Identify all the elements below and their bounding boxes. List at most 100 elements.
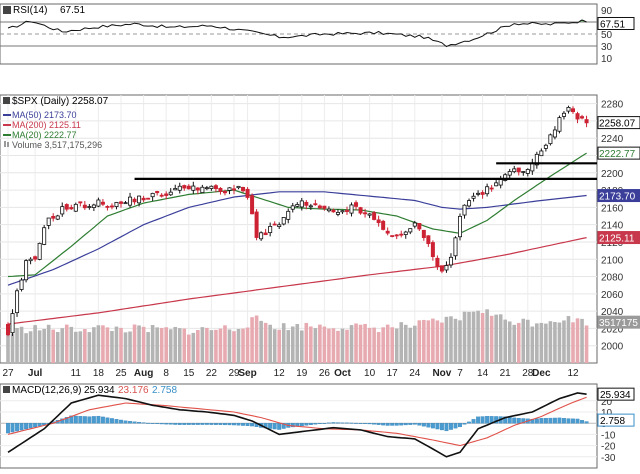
price-last-tag-box: [597, 116, 640, 130]
candle-body: [87, 206, 92, 208]
candle-body: [444, 265, 449, 271]
macd-histogram-bar: [430, 423, 435, 429]
volume-bar: [60, 328, 65, 363]
volume-bar: [92, 327, 96, 363]
volume-bar: [110, 330, 114, 363]
candle-body: [195, 187, 200, 191]
candle-body: [548, 134, 553, 145]
macd-histogram-bar: [417, 423, 422, 426]
volume-bar: [512, 324, 517, 363]
candle-body: [245, 188, 250, 198]
macd-histogram-bar: [132, 421, 137, 424]
candle-body: [308, 205, 313, 208]
price-tick-label: 2020: [601, 324, 624, 335]
volume-bar: [322, 326, 327, 363]
volume-bar: [553, 321, 557, 363]
candle-body: [580, 116, 585, 119]
volume-bar: [132, 324, 137, 363]
candle-body: [507, 171, 512, 176]
macd-histogram-bar: [19, 423, 24, 431]
macd-histogram-bar: [566, 418, 571, 424]
macd-histogram-bar: [412, 423, 417, 425]
volume-bar: [367, 327, 372, 363]
price-tick-label: 2080: [601, 273, 624, 284]
date-label: 28: [522, 368, 534, 379]
macd-histogram-bar: [308, 423, 313, 425]
macd-histogram-bar: [200, 423, 205, 425]
macd-histogram-bar: [232, 423, 236, 426]
macd-histogram-bar: [453, 423, 458, 429]
date-label: 11: [71, 368, 82, 379]
volume-bar: [290, 326, 295, 363]
candle-body: [543, 144, 548, 149]
macd-histogram-bar: [110, 418, 114, 424]
macd-histogram-bar: [177, 423, 182, 425]
candle-body: [467, 200, 472, 207]
volume-bar: [42, 328, 46, 363]
rsi-line: [7, 19, 587, 48]
candle-body: [584, 119, 589, 124]
macd-histogram-bar: [73, 415, 78, 424]
volume-bar: [191, 332, 196, 363]
macd-histogram-bar: [173, 423, 178, 425]
volume-bar: [241, 328, 245, 363]
volume-bar: [196, 330, 200, 363]
macd-histogram-bar: [304, 423, 309, 426]
date-label: Jul: [28, 368, 43, 379]
volume-bar: [426, 320, 431, 363]
candle-body: [354, 202, 359, 207]
macd-histogram-bar: [119, 419, 123, 424]
macd-histogram-bar: [24, 423, 29, 430]
rsi-header: RSI(14) 67.51: [3, 5, 85, 16]
volume-bar: [141, 326, 146, 363]
macd-histogram-bar: [299, 423, 304, 427]
volume-bar: [453, 318, 458, 363]
volume-bar: [177, 328, 182, 363]
volume-bar: [150, 325, 155, 363]
volume-bar: [376, 332, 381, 363]
volume-bar: [37, 330, 42, 363]
macd-histogram-bar: [471, 419, 476, 424]
date-label: 21: [500, 368, 512, 379]
volume-bar: [580, 318, 584, 363]
candle-body: [417, 223, 422, 230]
candle-body: [290, 205, 295, 210]
candle-body: [344, 210, 349, 212]
volume-bar: [318, 324, 322, 363]
macd-histogram-bar: [421, 423, 426, 427]
macd-tick-label: -20: [601, 442, 616, 453]
candle-body: [231, 188, 236, 191]
macd-histogram-bar: [467, 421, 471, 424]
macd-line: [7, 392, 587, 458]
macd-histogram-bar: [512, 417, 517, 424]
candle-body: [164, 193, 169, 196]
date-label: 12: [567, 368, 579, 379]
volume-bar: [74, 331, 78, 363]
candle-body: [42, 227, 47, 245]
candle-body: [453, 237, 458, 257]
candle-body: [182, 185, 187, 189]
macd-histogram-bar: [480, 416, 485, 424]
macd-histogram-bar: [462, 423, 467, 425]
macd-histogram-bar: [426, 423, 431, 428]
macd-histogram-bar: [290, 423, 295, 428]
volume-bar: [544, 323, 548, 363]
macd-histogram-bar: [146, 422, 151, 424]
candle-body: [575, 113, 580, 120]
signal-value-label: 23.176: [118, 385, 149, 396]
macd-tick-label: -10: [601, 430, 616, 441]
macd-histogram-bar: [128, 421, 132, 424]
volume-bar: [101, 325, 105, 363]
macd-histogram-bar: [539, 418, 544, 424]
volume-bar: [480, 312, 485, 363]
candle-body: [281, 217, 286, 225]
volume-bar: [200, 327, 205, 363]
candle-body: [91, 204, 96, 208]
volume-bar: [331, 328, 336, 363]
macd-histogram-bar: [403, 423, 408, 426]
candle-body: [33, 256, 38, 260]
candle-body: [512, 168, 517, 173]
volume-bar: [313, 328, 318, 363]
candle-body: [69, 207, 74, 210]
